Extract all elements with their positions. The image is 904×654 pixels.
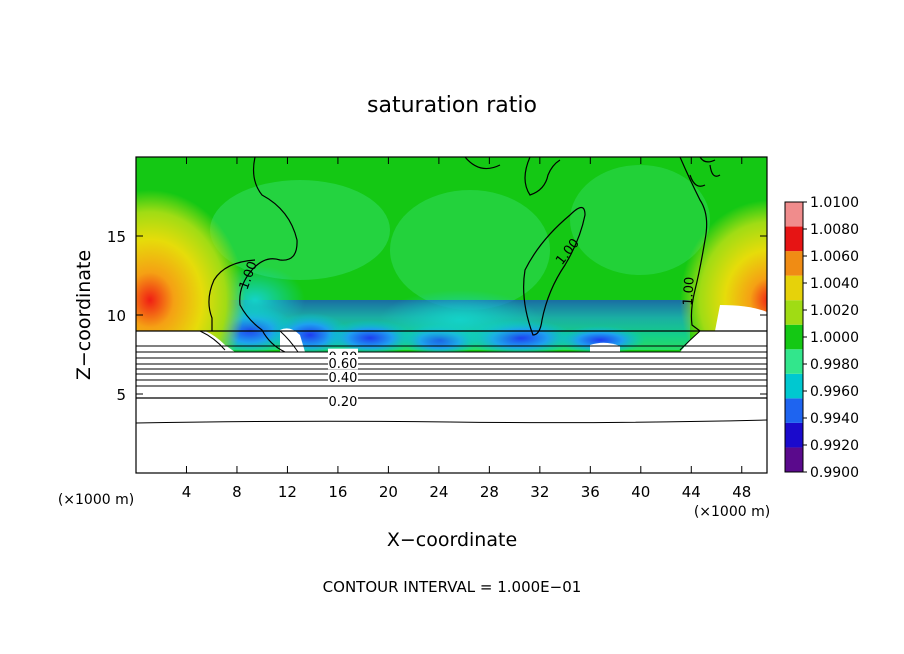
y-axis-title: Z−coordinate <box>73 250 95 380</box>
colorbar-label: 0.9920 <box>810 438 859 454</box>
colorbar-segment <box>785 398 803 423</box>
y-tick-label: 10 <box>107 307 126 325</box>
colorbar-segment <box>785 349 803 374</box>
y-unit-label: (×1000 m) <box>58 492 134 508</box>
x-tick-label: 32 <box>530 483 549 501</box>
colorbar-segment <box>785 373 803 399</box>
x-tick-label: 48 <box>732 483 751 501</box>
contour-interval-note: CONTOUR INTERVAL = 1.000E−01 <box>323 578 582 596</box>
colorbar-segment <box>785 447 803 472</box>
colorbar-segment <box>785 202 803 227</box>
colorbar: 0.9900 0.9920 0.9940 0.9960 0.9980 1.0000 1.00… <box>784 195 859 481</box>
colorbar-label: 0.9960 <box>810 384 859 400</box>
x-tick-label: 4 <box>182 483 192 501</box>
contour-label: 0.40 <box>327 369 358 386</box>
contour-label-text: 1.00 <box>681 276 698 306</box>
x-tick-label: 16 <box>328 483 347 501</box>
colorbar-label: 1.0100 <box>810 195 859 211</box>
colorbar-segment <box>785 275 803 301</box>
colorbar-segment <box>785 251 803 276</box>
x-tick-label: 28 <box>480 483 499 501</box>
colorbar-label: 0.9940 <box>810 411 859 427</box>
colorbar-segment <box>785 226 803 252</box>
colorbar-segment <box>785 324 803 350</box>
contour-label-text: 0.60 <box>328 357 357 372</box>
x-tick-label: 8 <box>232 483 242 501</box>
x-unit-label: (×1000 m) <box>694 504 770 520</box>
x-tick-label: 36 <box>581 483 600 501</box>
colorbar-label: 1.0040 <box>810 276 859 292</box>
colorbar-segment <box>785 300 803 325</box>
colorbar-label: 0.9900 <box>810 465 859 481</box>
x-axis: 4 8 12 16 20 24 28 32 36 40 44 48 <box>182 157 751 501</box>
x-tick-label: 44 <box>682 483 701 501</box>
contour-label-text: 0.40 <box>328 371 357 386</box>
contour-label-text: 0.20 <box>328 395 357 410</box>
colorbar-label: 1.0080 <box>810 222 859 238</box>
colorbar-segment <box>785 422 803 448</box>
contour-label: 0.60 <box>327 354 358 372</box>
contour-lines-lower <box>136 330 767 424</box>
x-tick-label: 12 <box>278 483 297 501</box>
y-axis: 5 10 15 <box>107 228 767 404</box>
x-tick-label: 20 <box>379 483 398 501</box>
colorbar-label: 0.9980 <box>810 357 859 373</box>
contour-label: 0.20 <box>327 392 358 410</box>
contour-label: 1.00 <box>681 276 698 306</box>
y-tick-label: 5 <box>116 386 126 404</box>
colorbar-label: 1.0060 <box>810 249 859 265</box>
x-axis-title: X−coordinate <box>387 529 517 551</box>
x-tick-label: 24 <box>429 483 448 501</box>
colorbar-label: 1.0020 <box>810 303 859 319</box>
y-tick-label: 15 <box>107 228 126 246</box>
colorbar-label: 1.0000 <box>810 330 859 346</box>
saturation-field <box>136 157 767 473</box>
x-tick-label: 40 <box>631 483 650 501</box>
chart-title: saturation ratio <box>367 93 537 118</box>
contour-lines-1-00 <box>208 157 721 353</box>
